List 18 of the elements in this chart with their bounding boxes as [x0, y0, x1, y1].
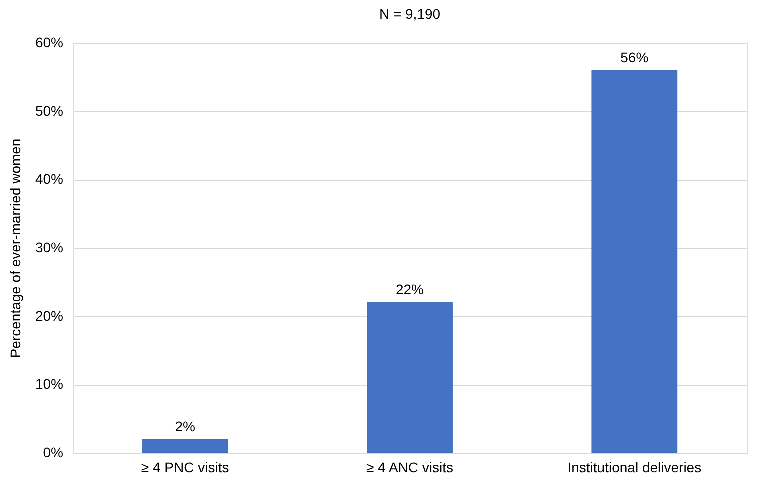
data-label: 56%	[620, 49, 649, 66]
x-tick-label: Institutional deliveries	[568, 460, 702, 476]
bar	[367, 302, 453, 454]
y-tick-label: 0%	[43, 444, 64, 460]
y-tick-label: 60%	[35, 34, 64, 50]
y-tick-label: 40%	[35, 171, 64, 188]
y-tick-label: 50%	[35, 102, 64, 119]
y-axis-title: Percentage of ever-married women	[7, 138, 24, 358]
x-tick-label: ≥ 4 ANC visits	[366, 460, 454, 476]
y-tick-label: 30%	[35, 240, 64, 256]
bar	[142, 439, 228, 454]
y-tick-label: 20%	[35, 308, 64, 324]
bar	[592, 70, 678, 454]
data-label: 22%	[396, 282, 424, 298]
data-label: 2%	[175, 418, 196, 434]
x-tick-label: ≥ 4 PNC visits	[141, 460, 230, 476]
y-tick-label: 10%	[35, 376, 64, 392]
chart-title: N = 9,190	[379, 6, 441, 22]
